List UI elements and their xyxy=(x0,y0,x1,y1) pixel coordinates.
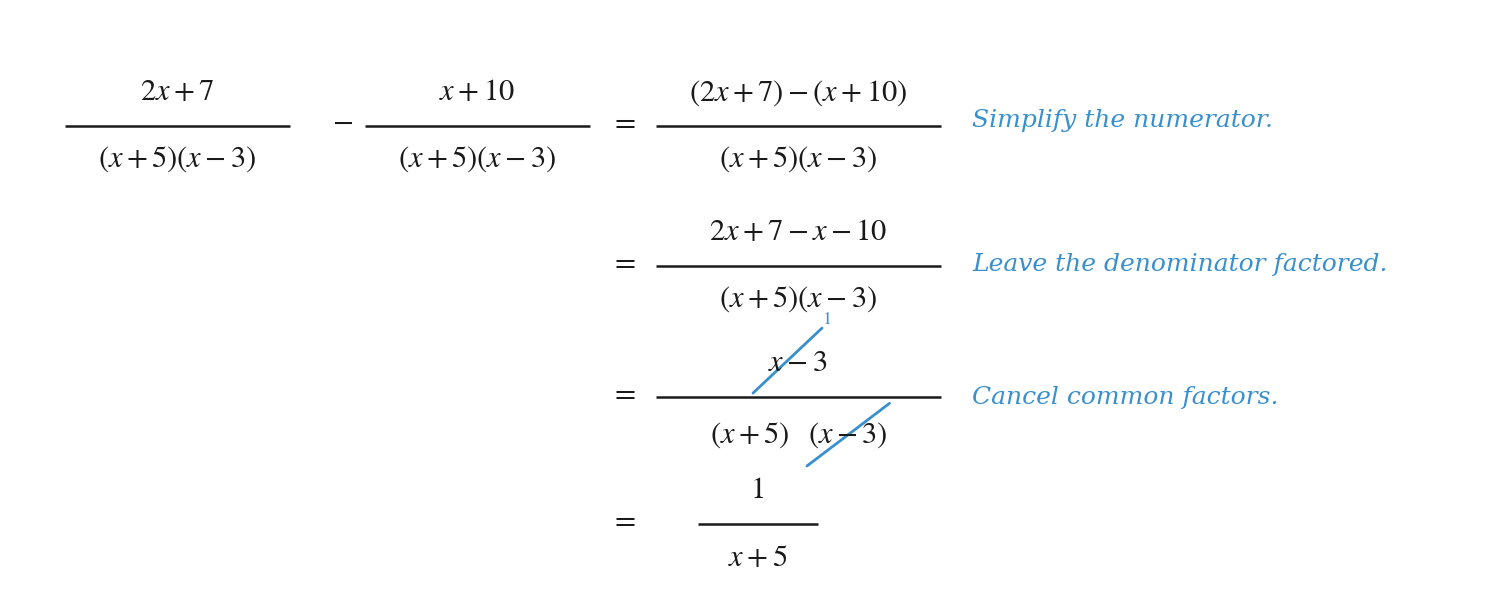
Text: $(x+5)(x-3)$: $(x+5)(x-3)$ xyxy=(718,284,878,314)
Text: $2x+7$: $2x+7$ xyxy=(140,79,214,107)
Text: Leave the denominator factored.: Leave the denominator factored. xyxy=(972,253,1388,276)
Text: $(x+5)$: $(x+5)$ xyxy=(711,420,789,450)
Text: $1$: $1$ xyxy=(750,477,765,504)
Text: $x-3$: $x-3$ xyxy=(768,350,828,378)
Text: $=$: $=$ xyxy=(609,110,636,137)
Text: $(x+5)(x-3)$: $(x+5)(x-3)$ xyxy=(718,144,878,175)
Text: $(2x+7)-(x+10)$: $(2x+7)-(x+10)$ xyxy=(688,78,908,108)
Text: $(x+5)(x-3)$: $(x+5)(x-3)$ xyxy=(398,144,556,175)
Text: Cancel common factors.: Cancel common factors. xyxy=(972,386,1278,409)
Text: $(x+5)(x-3)$: $(x+5)(x-3)$ xyxy=(98,144,256,175)
Text: $-$: $-$ xyxy=(332,110,352,137)
Text: $=$: $=$ xyxy=(609,380,636,408)
Text: Simplify the numerator.: Simplify the numerator. xyxy=(972,109,1274,132)
Text: $x+5$: $x+5$ xyxy=(728,545,788,573)
Text: $=$: $=$ xyxy=(609,249,636,277)
Text: $2x+7-x-10$: $2x+7-x-10$ xyxy=(710,219,886,247)
Text: $(x-3)$: $(x-3)$ xyxy=(808,420,886,450)
Text: $1$: $1$ xyxy=(822,312,831,328)
Text: $=$: $=$ xyxy=(609,507,636,535)
Text: $x+10$: $x+10$ xyxy=(440,79,515,107)
